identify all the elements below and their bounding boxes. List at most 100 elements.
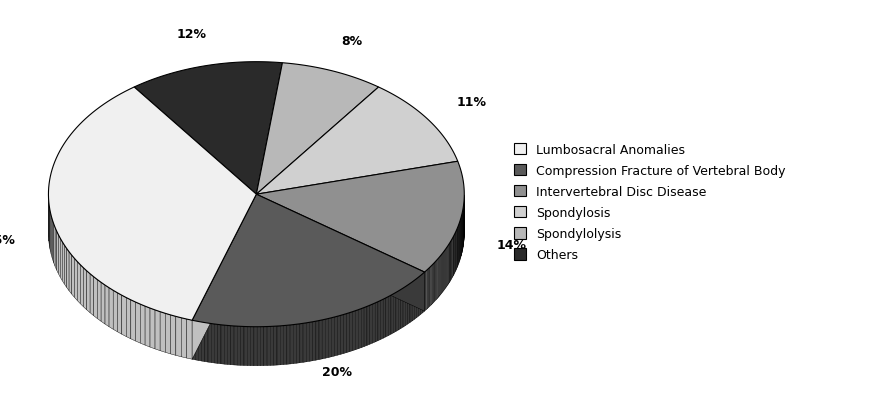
- Polygon shape: [424, 271, 426, 311]
- Polygon shape: [54, 224, 55, 267]
- Polygon shape: [286, 325, 290, 364]
- Polygon shape: [58, 235, 60, 277]
- Polygon shape: [171, 315, 176, 356]
- Polygon shape: [364, 307, 367, 347]
- Polygon shape: [271, 326, 274, 365]
- Polygon shape: [393, 293, 396, 333]
- Polygon shape: [50, 213, 51, 256]
- Polygon shape: [446, 247, 447, 287]
- Polygon shape: [60, 239, 62, 281]
- Polygon shape: [347, 313, 350, 353]
- Polygon shape: [396, 291, 399, 332]
- Polygon shape: [80, 265, 83, 307]
- Polygon shape: [383, 298, 385, 338]
- Text: 35%: 35%: [0, 234, 15, 247]
- Polygon shape: [280, 326, 284, 365]
- Polygon shape: [176, 317, 181, 357]
- Polygon shape: [250, 327, 254, 366]
- Polygon shape: [426, 270, 427, 310]
- Polygon shape: [399, 290, 400, 330]
- Polygon shape: [225, 325, 227, 364]
- Polygon shape: [208, 323, 211, 362]
- Polygon shape: [408, 284, 410, 324]
- Polygon shape: [101, 283, 105, 324]
- Polygon shape: [431, 265, 432, 305]
- Polygon shape: [181, 318, 187, 358]
- Polygon shape: [381, 299, 383, 340]
- Polygon shape: [309, 322, 313, 361]
- Polygon shape: [353, 311, 355, 351]
- Polygon shape: [155, 310, 160, 351]
- Polygon shape: [433, 262, 435, 303]
- Polygon shape: [90, 274, 94, 316]
- Polygon shape: [410, 282, 412, 323]
- Polygon shape: [263, 327, 267, 366]
- Text: 14%: 14%: [497, 239, 527, 252]
- Polygon shape: [192, 320, 195, 360]
- Polygon shape: [192, 195, 256, 359]
- Polygon shape: [338, 315, 340, 355]
- Polygon shape: [51, 217, 52, 260]
- Polygon shape: [227, 326, 231, 365]
- Polygon shape: [385, 297, 388, 337]
- Polygon shape: [131, 300, 135, 341]
- Polygon shape: [372, 303, 375, 343]
- Polygon shape: [340, 315, 344, 354]
- Polygon shape: [290, 325, 293, 364]
- Polygon shape: [444, 251, 445, 291]
- Polygon shape: [198, 322, 202, 361]
- Polygon shape: [332, 317, 334, 357]
- Polygon shape: [192, 195, 256, 359]
- Polygon shape: [300, 324, 303, 363]
- PathPatch shape: [49, 88, 256, 320]
- Polygon shape: [429, 268, 430, 308]
- Polygon shape: [443, 252, 444, 292]
- Polygon shape: [261, 327, 263, 366]
- Polygon shape: [274, 326, 277, 365]
- Text: 11%: 11%: [456, 95, 486, 108]
- Polygon shape: [447, 245, 448, 286]
- Polygon shape: [421, 274, 423, 315]
- Polygon shape: [303, 323, 306, 362]
- Polygon shape: [62, 242, 65, 284]
- Polygon shape: [319, 320, 322, 360]
- PathPatch shape: [192, 195, 424, 327]
- Polygon shape: [423, 273, 424, 313]
- Polygon shape: [238, 326, 240, 365]
- Polygon shape: [66, 249, 69, 291]
- Polygon shape: [118, 293, 122, 335]
- Polygon shape: [391, 294, 393, 335]
- Polygon shape: [126, 298, 131, 339]
- Polygon shape: [52, 221, 54, 263]
- Polygon shape: [94, 277, 97, 319]
- Polygon shape: [215, 324, 217, 364]
- Polygon shape: [109, 288, 113, 329]
- PathPatch shape: [256, 64, 378, 195]
- Polygon shape: [370, 305, 372, 344]
- Polygon shape: [441, 254, 443, 294]
- Polygon shape: [403, 287, 406, 327]
- Polygon shape: [244, 327, 248, 366]
- Polygon shape: [74, 259, 77, 301]
- Polygon shape: [358, 309, 362, 349]
- Polygon shape: [256, 195, 424, 311]
- Polygon shape: [69, 252, 72, 294]
- Polygon shape: [257, 327, 261, 366]
- Polygon shape: [350, 312, 353, 352]
- Polygon shape: [165, 313, 171, 354]
- Polygon shape: [205, 323, 208, 362]
- Polygon shape: [240, 326, 244, 366]
- Text: 20%: 20%: [322, 365, 352, 378]
- Polygon shape: [72, 256, 74, 298]
- Polygon shape: [334, 316, 338, 356]
- Polygon shape: [83, 268, 87, 310]
- Polygon shape: [57, 232, 58, 274]
- PathPatch shape: [256, 88, 458, 195]
- Polygon shape: [355, 310, 358, 350]
- Polygon shape: [297, 324, 300, 363]
- Polygon shape: [412, 281, 415, 321]
- Polygon shape: [234, 326, 238, 365]
- Polygon shape: [254, 327, 257, 366]
- Polygon shape: [150, 308, 155, 349]
- Polygon shape: [445, 249, 446, 290]
